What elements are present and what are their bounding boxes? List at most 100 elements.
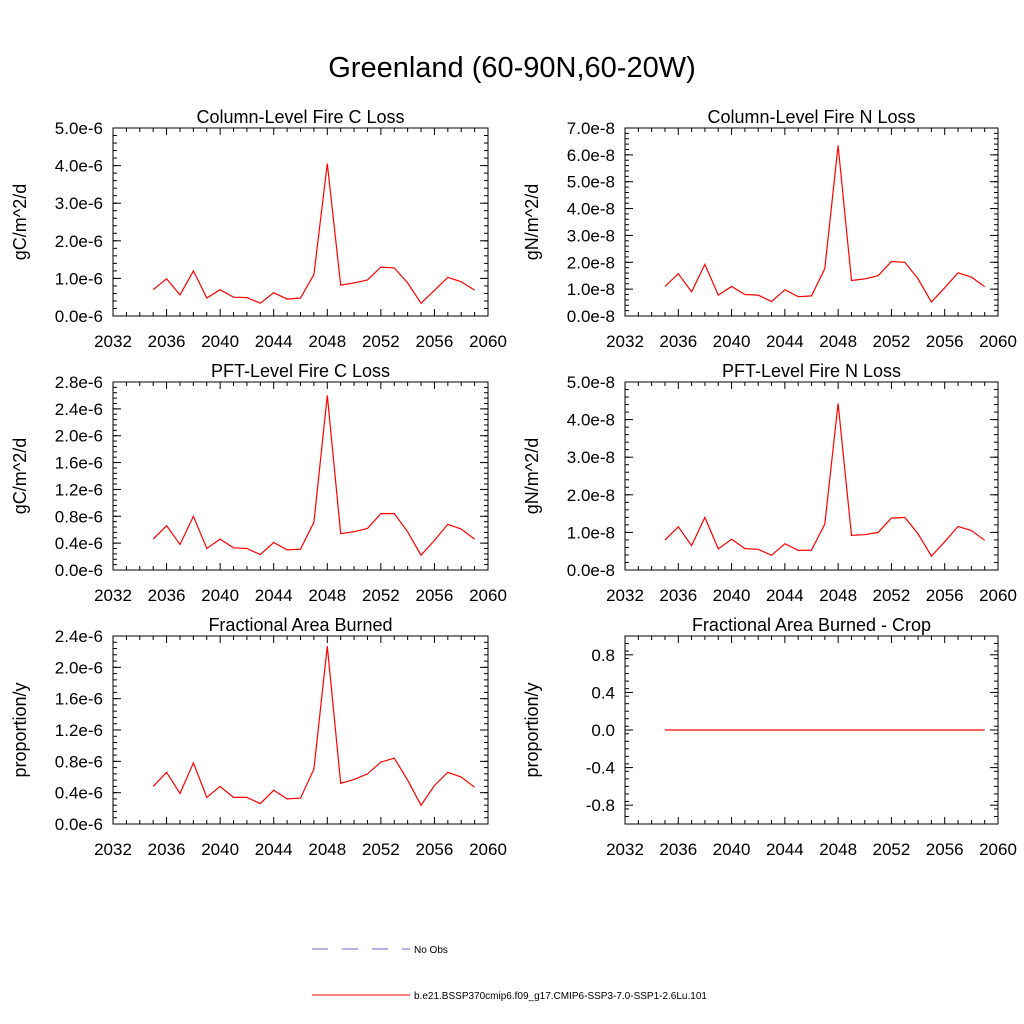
x-tick-label: 2052: [362, 840, 400, 859]
x-tick-label: 2032: [606, 840, 644, 859]
y-tick-label: 0.0e-6: [55, 815, 103, 834]
x-tick-label: 2032: [606, 586, 644, 605]
x-tick-label: 2040: [201, 586, 239, 605]
x-tick-label: 2040: [713, 586, 751, 605]
series-line: [152, 395, 475, 557]
y-axis-label: gN/m^2/d: [522, 184, 542, 260]
series-line: [664, 145, 986, 304]
x-tick-label: 2048: [308, 332, 346, 351]
y-tick-label: 3.0e-8: [567, 448, 615, 467]
y-tick-label: 2.4e-6: [55, 627, 103, 646]
chart-panel-6: Fractional Area Burned - Crop proportion/…: [522, 615, 1017, 859]
y-tick-label: 2.0e-6: [55, 427, 103, 446]
x-tick-label: 2044: [255, 332, 293, 351]
y-tick-label: 4.0e-8: [567, 411, 615, 430]
plot-frame: [624, 127, 999, 317]
y-axis-label: proportion/y: [10, 682, 30, 777]
chart-title: Fractional Area Burned - Crop: [692, 615, 931, 635]
y-tick-label: 4.0e-6: [55, 157, 103, 176]
chart-panel-3: PFT-Level Fire C Loss gC/m^2/d 2032 2036 204…: [10, 361, 507, 605]
x-tick-label: 2044: [766, 586, 804, 605]
y-tick-label: 5.0e-8: [567, 173, 615, 192]
x-tick-label: 2036: [148, 332, 186, 351]
plot-frame: [112, 127, 489, 317]
y-tick-label: 1.2e-6: [55, 721, 103, 740]
x-tick-label: 2052: [362, 586, 400, 605]
x-tick-label: 2032: [94, 332, 132, 351]
y-tick-label: 0.8: [591, 646, 615, 665]
chart-panel-2: Column-Level Fire N Loss gN/m^2/d 2032 2036…: [522, 107, 1017, 351]
y-tick-label: 6.0e-8: [567, 146, 615, 165]
x-tick-label: 2036: [148, 840, 186, 859]
x-tick-label: 2036: [659, 332, 697, 351]
y-axis-label: gC/m^2/d: [10, 438, 30, 514]
y-tick-label: 3.0e-6: [55, 194, 103, 213]
x-tick-label: 2040: [201, 840, 239, 859]
x-tick-label: 2048: [819, 840, 857, 859]
x-tick-label: 2040: [713, 332, 751, 351]
x-tick-label: 2048: [308, 586, 346, 605]
y-tick-label: 3.0e-8: [567, 226, 615, 245]
x-tick-label: 2060: [469, 586, 507, 605]
y-tick-label: 2.0e-8: [567, 253, 615, 272]
x-tick-label: 2056: [926, 332, 964, 351]
y-tick-label: 4.0e-8: [567, 200, 615, 219]
x-tick-label: 2048: [819, 586, 857, 605]
x-tick-label: 2044: [255, 586, 293, 605]
series-line: [664, 403, 986, 558]
plot-frame: [624, 381, 999, 571]
x-tick-label: 2052: [873, 840, 911, 859]
y-tick-label: 0.0e-8: [567, 561, 615, 580]
y-tick-label: 1.0e-6: [55, 269, 103, 288]
x-tick-label: 2036: [659, 840, 697, 859]
y-tick-label: 1.6e-6: [55, 690, 103, 709]
y-tick-label: 0.0: [591, 721, 615, 740]
y-tick-label: 2.0e-6: [55, 658, 103, 677]
y-tick-label: 0.8e-6: [55, 752, 103, 771]
x-tick-label: 2052: [362, 332, 400, 351]
y-tick-label: 0.8e-6: [55, 507, 103, 526]
x-tick-label: 2052: [873, 332, 911, 351]
y-tick-label: 2.0e-8: [567, 486, 615, 505]
y-tick-label: 2.0e-6: [55, 232, 103, 251]
x-tick-label: 2032: [94, 840, 132, 859]
y-tick-label: 0.4e-6: [55, 784, 103, 803]
x-tick-label: 2056: [416, 840, 454, 859]
y-tick-label: 5.0e-6: [55, 119, 103, 138]
plot-frame: [112, 381, 489, 571]
y-tick-label: 2.8e-6: [55, 373, 103, 392]
chart-panel-5: Fractional Area Burned proportion/y 2032 20…: [10, 615, 507, 859]
x-tick-label: 2056: [926, 840, 964, 859]
chart-title: Column-Level Fire C Loss: [196, 107, 404, 127]
chart-panel-1: Column-Level Fire C Loss gC/m^2/d 2032 2036…: [10, 107, 507, 351]
x-tick-label: 2060: [469, 332, 507, 351]
x-tick-label: 2060: [979, 332, 1017, 351]
legend-label-1: No Obs: [414, 945, 448, 956]
series-line: [152, 163, 475, 305]
y-tick-label: 2.4e-6: [55, 400, 103, 419]
x-tick-label: 2056: [416, 586, 454, 605]
legend-label-2: b.e21.BSSP370cmip6.f09_g17.CMIP6-SSP3-7.…: [414, 991, 707, 1002]
y-axis-label: proportion/y: [522, 682, 542, 777]
plot-frame: [112, 635, 489, 825]
y-tick-label: 0.0e-6: [55, 307, 103, 326]
y-axis-label: gC/m^2/d: [10, 184, 30, 260]
x-tick-label: 2060: [979, 586, 1017, 605]
x-tick-label: 2048: [308, 840, 346, 859]
chart-title: Fractional Area Burned: [208, 615, 392, 635]
chart-title: Column-Level Fire N Loss: [707, 107, 915, 127]
x-tick-label: 2044: [255, 840, 293, 859]
y-axis-label: gN/m^2/d: [522, 438, 542, 514]
y-tick-label: 0.0e-8: [567, 307, 615, 326]
x-tick-label: 2032: [94, 586, 132, 605]
x-tick-label: 2056: [416, 332, 454, 351]
y-tick-label: 0.0e-6: [55, 561, 103, 580]
y-tick-label: 0.4e-6: [55, 534, 103, 553]
y-tick-label: 1.6e-6: [55, 454, 103, 473]
y-tick-label: 0.4: [591, 683, 615, 702]
chart-title: PFT-Level Fire C Loss: [211, 361, 390, 381]
x-tick-label: 2052: [873, 586, 911, 605]
x-tick-label: 2044: [766, 332, 804, 351]
x-tick-label: 2048: [819, 332, 857, 351]
